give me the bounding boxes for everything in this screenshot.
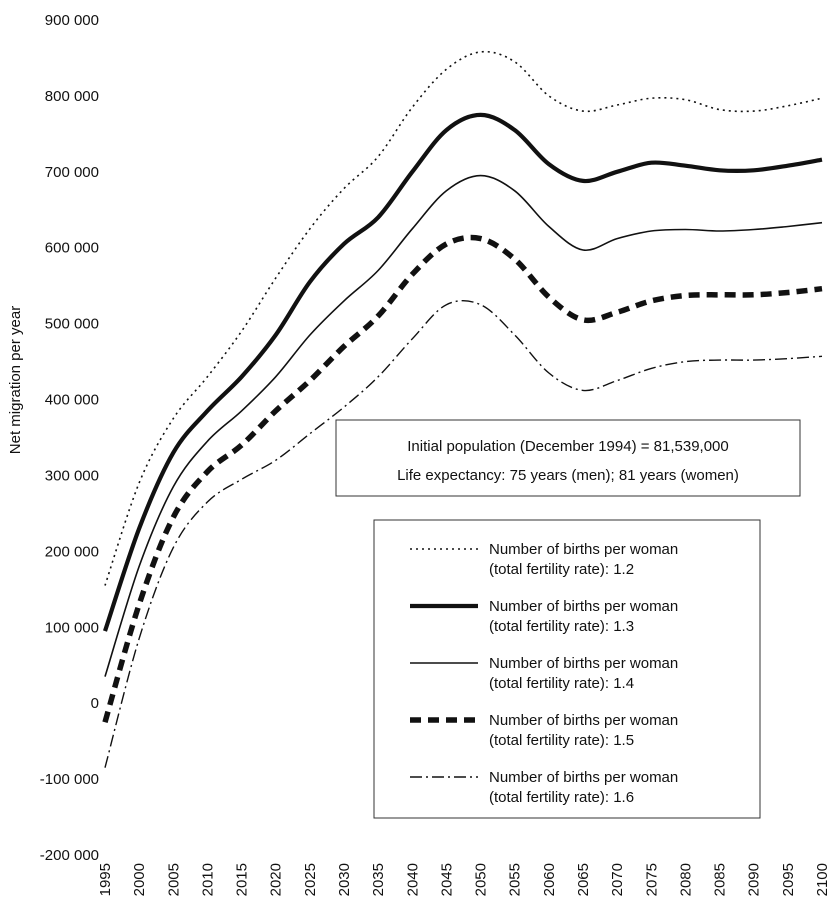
- series-group: [102, 50, 823, 768]
- x-tick-label: 2050: [473, 863, 490, 896]
- y-tick-label: 700 000: [45, 164, 99, 181]
- legend-label-line1: Number of births per woman: [489, 541, 678, 558]
- x-tick-label: 2005: [165, 863, 182, 896]
- legend-label-line2: (total fertility rate): 1.2: [489, 561, 634, 578]
- x-tick-label: 2030: [336, 863, 353, 896]
- legend-items: Number of births per woman (total fertili…: [410, 541, 678, 806]
- series-line-tfr-2: [103, 112, 823, 632]
- legend-label-line2: (total fertility rate): 1.3: [489, 618, 634, 635]
- y-tick-label: 900 000: [45, 12, 99, 29]
- x-tick-label: 2065: [575, 863, 592, 896]
- x-tick-label: 2025: [302, 863, 319, 896]
- initial-population-note: Initial population (December 1994) = 81,…: [407, 438, 728, 455]
- series-line-tfr-3: [104, 174, 823, 677]
- y-axis: -200 000 -100 000 0 100 000 200 000 300 000 40…: [40, 12, 99, 864]
- legend-label-line2: (total fertility rate): 1.5: [489, 732, 634, 749]
- x-tick-label: 2095: [780, 863, 797, 896]
- x-tick-label: 2010: [199, 863, 216, 896]
- y-tick-label: 600 000: [45, 240, 99, 257]
- legend-label-line1: Number of births per woman: [489, 712, 678, 729]
- x-axis: 1995 2000 2005 2010 2015 2020 2025 2030 2035 2040…: [97, 863, 831, 896]
- y-tick-label: 500 000: [45, 316, 99, 333]
- y-axis-label: Net migration per year: [7, 306, 24, 454]
- x-tick-label: 2070: [609, 863, 626, 896]
- info-box-frame: [335, 419, 801, 497]
- series-line-tfr-1: [104, 50, 823, 586]
- x-tick-label: 2060: [541, 863, 558, 896]
- y-tick-label: -100 000: [40, 771, 99, 788]
- y-tick-label: 400 000: [45, 392, 99, 409]
- x-tick-label: 2040: [404, 863, 421, 896]
- x-tick-label: 2035: [370, 863, 387, 896]
- x-tick-label: 2015: [234, 863, 251, 896]
- y-tick-label: 0: [91, 695, 99, 712]
- legend-label-line1: Number of births per woman: [489, 598, 678, 615]
- x-tick-label: 2085: [712, 863, 729, 896]
- legend-frame: [373, 519, 761, 819]
- series-line-tfr-4: [102, 234, 823, 723]
- legend: Number of births per woman (total fertili…: [373, 519, 761, 819]
- x-tick-label: 2075: [643, 863, 660, 896]
- y-tick-label: 800 000: [45, 88, 99, 105]
- x-tick-label: 2055: [507, 863, 524, 896]
- y-tick-label: -200 000: [40, 847, 99, 864]
- x-tick-label: 2000: [131, 863, 148, 896]
- series-line-tfr-5: [104, 299, 823, 768]
- x-tick-label: 2020: [268, 863, 285, 896]
- x-tick-label: 2090: [746, 863, 763, 896]
- x-tick-label: 2080: [677, 863, 694, 896]
- legend-label-line2: (total fertility rate): 1.6: [489, 789, 634, 806]
- y-tick-label: 200 000: [45, 543, 99, 560]
- legend-label-line1: Number of births per woman: [489, 769, 678, 786]
- y-tick-label: 100 000: [45, 619, 99, 636]
- life-expectancy-note: Life expectancy: 75 years (men); 81 year…: [397, 467, 739, 484]
- legend-label-line1: Number of births per woman: [489, 655, 678, 672]
- x-tick-label: 2045: [438, 863, 455, 896]
- x-tick-label: 2100: [814, 863, 831, 896]
- legend-label-line2: (total fertility rate): 1.4: [489, 675, 634, 692]
- x-tick-label: 1995: [97, 863, 114, 896]
- y-tick-label: 300 000: [45, 467, 99, 484]
- info-box: Initial population (December 1994) = 81,…: [335, 419, 801, 497]
